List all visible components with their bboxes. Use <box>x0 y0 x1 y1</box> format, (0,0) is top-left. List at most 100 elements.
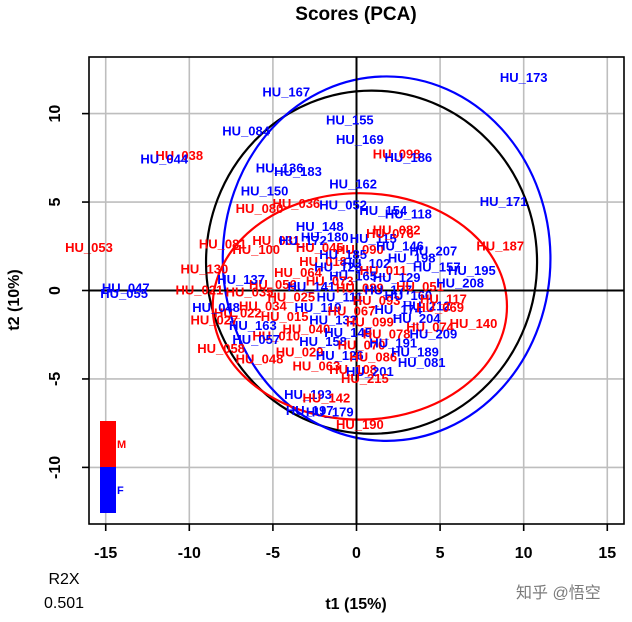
cloud-point-label: HU_204 <box>393 311 441 326</box>
point-label: HU_055 <box>100 286 148 301</box>
point-label: HU_057 <box>232 332 280 347</box>
x-tick-label: -15 <box>94 545 117 562</box>
cloud-point-label: HU_015 <box>261 309 309 324</box>
point-label: HU_179 <box>306 405 354 420</box>
point-label: HU_140 <box>450 316 498 331</box>
y-tick-label: 10 <box>47 105 64 123</box>
cloud-point-label: HU_040 <box>282 321 330 336</box>
point-label: HU_142 <box>303 390 351 405</box>
point-label: HU_157 <box>413 260 461 275</box>
zero-lines <box>89 57 624 524</box>
cloud-point-label: HU_089 <box>336 281 384 296</box>
legend-label-f: F <box>117 485 124 497</box>
point-label: HU_031 <box>252 233 300 248</box>
cloud-point-label: HU_163 <box>229 318 277 333</box>
point-label: HU_162 <box>329 176 377 191</box>
cloud-point-label: HU_174 <box>374 302 422 317</box>
point-label: HU_207 <box>410 244 458 259</box>
r2x-label: R2X <box>48 571 79 588</box>
ellipse-M <box>211 192 509 421</box>
cloud-point-label: HU_056 <box>249 277 297 292</box>
point-label: HU_172 <box>279 233 327 248</box>
ellipse-overall <box>204 89 539 435</box>
point-label: HU_081 <box>398 355 446 370</box>
cloud-point-label: HU_025 <box>267 290 315 305</box>
cloud-point-label: HU_029 <box>276 344 324 359</box>
cloud-point-label: HU_090 <box>336 242 384 257</box>
cloud-point-label: HU_198 <box>388 251 436 266</box>
point-label: HU_076 <box>366 226 414 241</box>
cloud-point-label: HU_035 <box>226 284 274 299</box>
point-label: HU_048 <box>236 351 284 366</box>
cloud-point-label: HU_074 <box>406 320 454 335</box>
point-label: HU_136 <box>256 160 304 175</box>
cloud-point-label: HU_137 <box>217 272 265 287</box>
point-label: HU_069 <box>416 300 464 315</box>
cloud-point-label: HU_064 <box>274 265 322 280</box>
point-label: HU_048 <box>192 300 240 315</box>
cloud-point-label: HU_158 <box>299 334 347 349</box>
cloud-point-label: HU_070 <box>338 337 386 352</box>
point-label: HU_215 <box>341 371 389 386</box>
x-tick-label: 15 <box>598 545 616 562</box>
point-label: HU_047 <box>102 281 150 296</box>
point-label: HU_155 <box>326 113 374 128</box>
point-label: HU_044 <box>140 152 188 167</box>
point-label: HU_100 <box>232 242 280 257</box>
y-tick-label: -5 <box>47 372 64 386</box>
legend-label-m: M <box>117 439 126 451</box>
point-label: HU_021 <box>175 283 223 298</box>
cloud-point-label: HU_073 <box>306 274 354 289</box>
cloud-point-label: HU_180 <box>301 229 349 244</box>
cloud-point-label: HU_063 <box>293 359 341 374</box>
cloud-point-label: HU_132 <box>309 313 357 328</box>
point-label: HU_197 <box>286 403 334 418</box>
cloud-point-label: HU_034 <box>239 298 287 313</box>
axis-ticks: -15 -10 -5 0 5 10 15 -10 -5 0 5 10 <box>47 105 616 562</box>
cloud-point-label: HU_119 <box>295 300 342 315</box>
point-label: HU_183 <box>274 164 322 179</box>
x-tick-label: -10 <box>178 545 201 562</box>
cloud-point-label: HU_099 <box>346 314 394 329</box>
point-label: HU_082 <box>373 222 421 237</box>
x-tick-label: -5 <box>266 545 280 562</box>
cloud-point-label: HU_129 <box>373 270 421 285</box>
chart-title: Scores (PCA) <box>295 4 416 25</box>
x-tick-label: 0 <box>352 545 361 562</box>
point-label: HU_173 <box>500 70 548 85</box>
point-label: HU_167 <box>262 84 310 99</box>
cloud-point-label: HU_177 <box>364 283 412 298</box>
point-label: HU_036 <box>272 196 320 211</box>
dense-label-cloud: HU_018HU_123HU_064HU_102HU_011HU_165HU_0… <box>214 229 455 377</box>
point-label: HU_189 <box>391 344 439 359</box>
x-tick-label: 10 <box>515 545 533 562</box>
y-axis-label: t2 (10%) <box>6 269 23 330</box>
cloud-point-label: HU_102 <box>343 256 391 271</box>
point-label: HU_169 <box>336 132 384 147</box>
point-label: HU_058 <box>197 341 245 356</box>
cloud-point-label: HU_141 <box>288 279 336 294</box>
cloud-point-label: HU_011 <box>360 263 407 278</box>
cloud-point-label: HU_185 <box>319 247 367 262</box>
cloud-point-label: HU_160 <box>384 288 432 303</box>
cloud-point-label: HU_145 <box>324 325 372 340</box>
point-label: HU_045 <box>296 240 344 255</box>
cloud-point-label: HU_212 <box>403 298 451 313</box>
point-label: HU_208 <box>436 275 484 290</box>
cloud-point-label: HU_010 <box>252 328 300 343</box>
r2x-value: 0.501 <box>44 595 84 612</box>
y-tick-label: 0 <box>47 286 64 295</box>
y-tick-label: 5 <box>47 198 64 207</box>
cloud-point-label: HU_078 <box>363 327 411 342</box>
legend: MF <box>100 421 126 513</box>
point-label: HU_084 <box>222 123 270 138</box>
cloud-point-label: HU_115 <box>350 231 397 246</box>
cloud-point-label: HU_022 <box>214 305 262 320</box>
cloud-point-label: HU_111 <box>317 290 363 305</box>
point-label: HU_117 <box>420 291 467 306</box>
point-label: HU_150 <box>241 183 289 198</box>
point-label: HU_154 <box>359 203 407 218</box>
point-label: HU_195 <box>448 263 496 278</box>
cloud-point-label: HU_086 <box>349 350 397 365</box>
